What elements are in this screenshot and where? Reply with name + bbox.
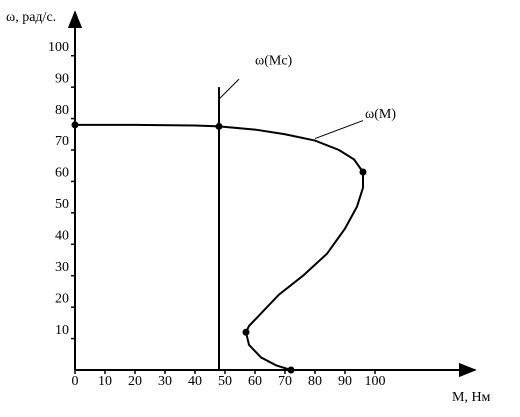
x-tick-label: 20	[128, 374, 142, 389]
x-tick-label: 70	[278, 374, 292, 389]
series-label: ω(M)	[365, 107, 396, 122]
x-tick-label: 30	[158, 374, 172, 389]
x-tick-label: 50	[218, 374, 232, 389]
y-tick-label: 20	[55, 291, 69, 306]
x-tick-label: 10	[98, 374, 112, 389]
y-tick-label: 90	[55, 71, 69, 86]
x-tick-label: 60	[248, 374, 262, 389]
series-label: ω(Mc)	[255, 53, 293, 68]
y-tick-label: 100	[48, 40, 69, 55]
series-line	[75, 123, 364, 371]
x-tick-label: 100	[365, 374, 386, 389]
leader-line	[218, 78, 240, 100]
y-tick-label: 40	[55, 229, 69, 244]
x-tick-label: 90	[338, 374, 352, 389]
x-axis-label: M, Нм	[452, 390, 491, 405]
y-tick-label: 70	[55, 134, 69, 149]
x-tick-label: 0	[72, 374, 79, 389]
point	[287, 366, 295, 374]
y-tick-label: 30	[55, 260, 69, 275]
y-tick-label: 80	[55, 103, 69, 118]
point	[242, 328, 250, 336]
leader-line	[314, 120, 364, 140]
x-tick-label: 80	[308, 374, 322, 389]
y-tick-label: 50	[55, 197, 69, 212]
point	[215, 122, 223, 130]
x-tick-label: 40	[188, 374, 202, 389]
y-tick-label: 60	[55, 166, 69, 181]
point	[71, 121, 79, 129]
point	[359, 168, 367, 176]
y-tick-label: 10	[55, 323, 69, 338]
y-axis-label: ω, рад/с.	[6, 10, 56, 25]
